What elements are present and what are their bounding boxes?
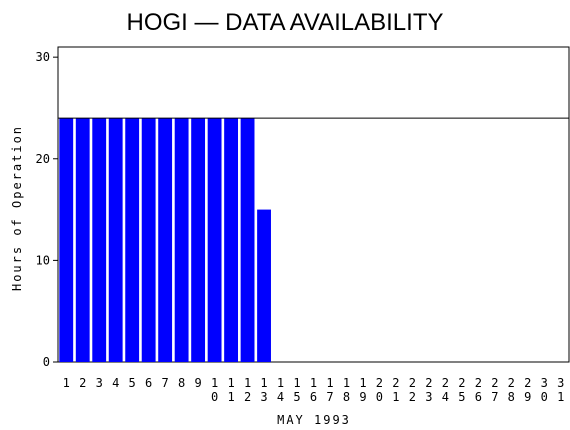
x-tick-label: 3 — [92, 376, 106, 390]
bar — [191, 118, 206, 363]
x-tick-label: 31 — [554, 376, 568, 404]
y-axis-label: Hours of Operation — [10, 125, 24, 291]
x-tick-label: 17 — [323, 376, 337, 404]
bar — [224, 118, 239, 363]
x-tick-label: 23 — [422, 376, 436, 404]
x-tick-label: 4 — [109, 376, 123, 390]
x-tick-label: 15 — [290, 376, 304, 404]
x-tick-label: 29 — [521, 376, 535, 404]
x-tick-label: 8 — [175, 376, 189, 390]
bar — [141, 118, 156, 363]
x-tick-label: 7 — [158, 376, 172, 390]
x-tick-label: 27 — [488, 376, 502, 404]
x-tick-label: 24 — [438, 376, 452, 404]
x-tick-label: 2 — [76, 376, 90, 390]
x-tick-label: 6 — [142, 376, 156, 390]
x-tick-label: 14 — [274, 376, 288, 404]
bar — [207, 118, 222, 363]
x-axis-label: MAY 1993 — [277, 413, 351, 427]
bar — [75, 118, 90, 363]
x-tick-label: 13 — [257, 376, 271, 404]
x-tick-label: 30 — [537, 376, 551, 404]
x-tick-label: 19 — [356, 376, 370, 404]
y-tick-label: 0 — [43, 355, 50, 369]
x-tick-label: 1 — [59, 376, 73, 390]
x-tick-label: 10 — [208, 376, 222, 404]
bar — [257, 209, 271, 362]
x-tick-label: 20 — [372, 376, 386, 404]
x-tick-label: 12 — [241, 376, 255, 404]
bar — [158, 118, 173, 363]
x-tick-label: 28 — [504, 376, 518, 404]
bar — [59, 118, 74, 363]
x-tick-label: 16 — [307, 376, 321, 404]
x-tick-label: 9 — [191, 376, 205, 390]
x-tick-label: 26 — [471, 376, 485, 404]
x-tick-label: 25 — [455, 376, 469, 404]
y-tick-label: 10 — [36, 253, 50, 267]
y-tick-label: 30 — [36, 50, 50, 64]
x-tick-label: 11 — [224, 376, 238, 404]
x-tick-label: 5 — [125, 376, 139, 390]
chart-title: HOGI — DATA AVAILABILITY — [127, 9, 444, 36]
y-tick-label: 20 — [36, 152, 50, 166]
bar — [108, 118, 123, 363]
plot-frame — [57, 46, 570, 363]
bar — [125, 118, 140, 363]
x-tick-label: 18 — [339, 376, 353, 404]
bar — [92, 118, 107, 363]
bar — [174, 118, 189, 363]
x-tick-label: 21 — [389, 376, 403, 404]
bar — [240, 118, 255, 363]
x-tick-label: 22 — [405, 376, 419, 404]
